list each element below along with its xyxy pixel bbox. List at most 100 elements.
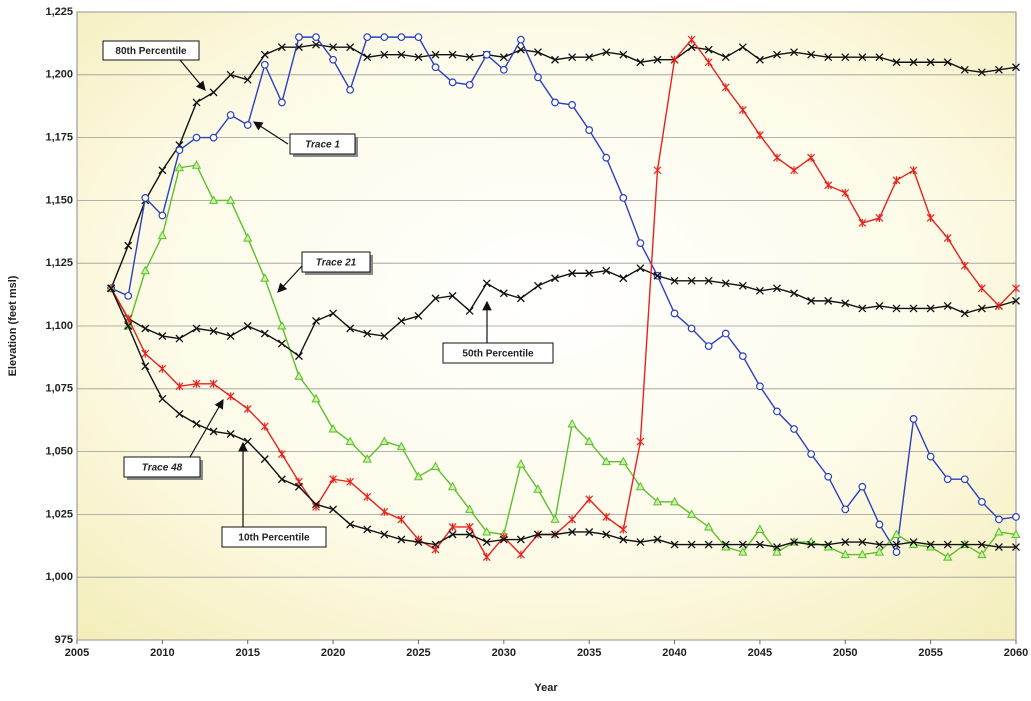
marker-x	[346, 43, 355, 52]
marker-x	[158, 394, 167, 403]
marker-circle	[516, 35, 525, 44]
marker-triangle	[328, 423, 338, 433]
marker-circle	[568, 101, 577, 109]
marker-x	[329, 309, 338, 318]
marker-star	[926, 213, 935, 222]
marker-star	[875, 213, 884, 222]
marker-triangle	[618, 456, 628, 466]
marker-circle	[875, 520, 884, 529]
marker-x	[841, 299, 850, 308]
marker-circle	[602, 153, 611, 162]
marker-x	[977, 68, 986, 77]
marker-x	[534, 281, 542, 290]
marker-x	[670, 276, 679, 285]
marker-star	[141, 349, 150, 358]
marker-triangle	[567, 418, 577, 428]
marker-x	[807, 540, 816, 549]
y-tick-label: 975	[55, 634, 73, 646]
marker-triangle	[977, 549, 987, 559]
marker-circle	[465, 80, 474, 89]
marker-x	[653, 55, 662, 64]
marker-x	[926, 540, 935, 549]
marker-x	[380, 332, 389, 341]
marker-triangle	[669, 496, 680, 506]
marker-circle	[892, 548, 901, 556]
marker-star	[858, 219, 867, 228]
marker-triangle	[686, 509, 697, 518]
marker-x	[619, 274, 628, 283]
marker-x	[636, 264, 645, 273]
marker-circle	[636, 239, 645, 248]
x-tick-label: 2025	[406, 647, 430, 659]
marker-x	[397, 535, 406, 544]
marker-circle	[841, 505, 850, 514]
marker-x	[858, 538, 867, 546]
marker-x	[397, 50, 406, 59]
marker-circle	[960, 475, 969, 484]
marker-circle	[619, 193, 628, 202]
marker-star	[192, 379, 201, 388]
marker-x	[909, 538, 918, 546]
marker-circle	[363, 33, 372, 42]
marker-star	[585, 495, 594, 504]
marker-x	[892, 304, 901, 313]
marker-x	[448, 50, 457, 59]
marker-triangle	[277, 320, 287, 330]
marker-circle	[585, 126, 594, 134]
marker-triangle	[260, 273, 270, 282]
marker-x	[431, 540, 440, 549]
y-tick-label: 1,225	[45, 6, 73, 18]
marker-x	[312, 317, 320, 325]
marker-x	[568, 528, 577, 536]
marker-star	[397, 515, 406, 524]
marker-star	[909, 166, 918, 175]
marker-circle	[738, 352, 747, 361]
marker-x	[124, 241, 133, 250]
marker-x	[1012, 543, 1020, 552]
marker-x	[551, 274, 559, 283]
marker-triangle	[891, 529, 902, 538]
marker-x	[329, 43, 338, 52]
marker-circle	[704, 342, 713, 350]
marker-x	[738, 540, 747, 549]
marker-star	[363, 492, 372, 501]
marker-star	[1012, 284, 1020, 293]
marker-x	[243, 322, 252, 330]
marker-star	[602, 512, 611, 521]
marker-x	[687, 540, 696, 549]
marker-x	[841, 53, 850, 62]
y-tick-label: 1,000	[45, 571, 73, 583]
callout-label: Trace 1	[305, 140, 340, 151]
marker-circle	[380, 33, 389, 42]
marker-circle	[790, 425, 798, 433]
marker-x	[602, 530, 611, 539]
marker-circle	[295, 33, 303, 42]
marker-x	[226, 430, 235, 438]
marker-x	[431, 50, 440, 59]
marker-circle	[756, 382, 764, 391]
series-line	[110, 36, 1017, 555]
marker-triangle	[755, 524, 765, 533]
marker-star	[209, 379, 218, 388]
y-axis-label: Elevation (feet msl)	[7, 275, 19, 376]
marker-x	[653, 271, 662, 280]
marker-x	[824, 53, 833, 62]
marker-star	[482, 553, 491, 562]
marker-x	[994, 543, 1003, 552]
marker-x	[704, 276, 713, 285]
callout-box	[442, 342, 554, 364]
marker-circle	[141, 193, 150, 202]
marker-x	[653, 535, 662, 544]
marker-x	[704, 540, 713, 549]
marker-x	[551, 55, 559, 64]
marker-x	[482, 538, 491, 546]
marker-triangle	[413, 471, 424, 481]
marker-triangle	[430, 461, 441, 471]
marker-triangle	[294, 371, 304, 380]
marker-x	[363, 329, 372, 338]
marker-x	[141, 362, 150, 371]
callout-box	[123, 456, 201, 478]
marker-x	[209, 327, 218, 335]
marker-circle	[909, 415, 918, 423]
